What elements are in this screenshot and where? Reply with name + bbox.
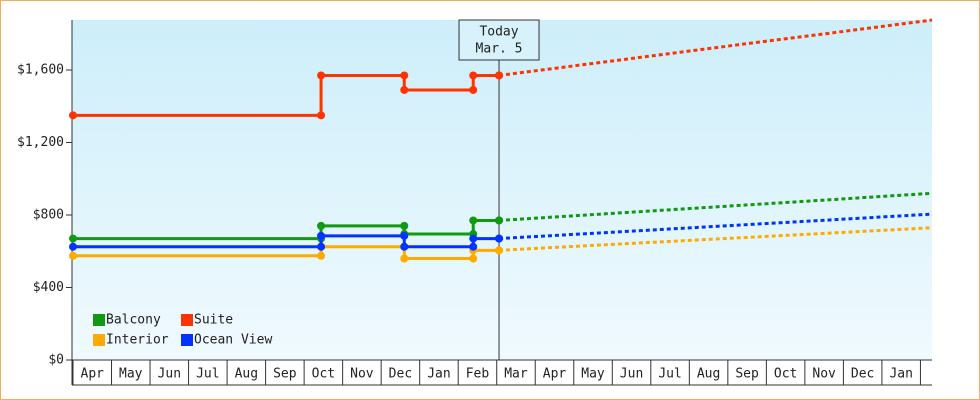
legend-label: Balcony — [106, 313, 161, 328]
price-point — [469, 216, 478, 225]
x-tick-label: Nov — [350, 367, 374, 382]
x-tick-label: Mar — [504, 367, 528, 382]
price-point — [317, 111, 326, 120]
forecast-line — [498, 226, 933, 252]
legend-swatch — [93, 334, 105, 346]
price-point — [400, 254, 409, 263]
price-point — [469, 234, 478, 243]
x-tick-label: May — [581, 367, 605, 382]
legend-swatch — [181, 334, 193, 346]
legend-label: Interior — [106, 333, 169, 348]
x-tick-label: Jul — [196, 367, 219, 382]
x-tick-label: Apr — [543, 367, 567, 382]
price-point — [317, 242, 326, 251]
y-tick-label: $400 — [33, 280, 64, 295]
today-date: Mar. 5 — [476, 42, 523, 57]
legend-label: Ocean View — [194, 333, 272, 348]
forecast-line — [498, 191, 933, 222]
x-tick-label: Oct — [774, 367, 797, 382]
price-point — [317, 251, 326, 260]
price-point — [69, 251, 77, 260]
price-point — [469, 85, 478, 94]
x-tick-label: Sep — [273, 367, 297, 382]
plot-area — [72, 20, 932, 360]
price-point — [469, 71, 478, 80]
forecast-line — [498, 212, 933, 241]
x-tick-label: May — [119, 367, 143, 382]
legend-label: Suite — [194, 313, 233, 328]
x-tick-label: Feb — [466, 367, 490, 382]
price-point — [469, 254, 478, 263]
price-point — [69, 111, 77, 120]
price-point — [400, 231, 409, 240]
x-tick-label: Dec — [851, 367, 874, 382]
price-point — [317, 231, 326, 240]
today-label: Today — [479, 25, 518, 40]
y-tick-label: $800 — [33, 208, 64, 223]
price-point — [400, 71, 409, 80]
price-point — [317, 221, 326, 230]
x-tick-label: Jan — [427, 367, 450, 382]
legend-swatch — [181, 314, 193, 326]
x-tick-label: Aug — [697, 367, 720, 382]
x-tick-label: Jul — [658, 367, 681, 382]
x-tick-label: Sep — [735, 367, 759, 382]
legend-swatch — [93, 314, 105, 326]
price-point — [69, 242, 77, 251]
price-point — [69, 234, 77, 243]
price-point — [400, 221, 409, 230]
y-tick-label: $1,600 — [17, 63, 64, 78]
y-tick-label: $1,200 — [17, 135, 64, 150]
x-tick-label: Oct — [312, 367, 335, 382]
x-tick-label: Nov — [812, 367, 836, 382]
x-tick-label: Dec — [389, 367, 412, 382]
price-point — [317, 71, 326, 80]
x-tick-label: Jan — [889, 367, 912, 382]
y-tick-label: $0 — [48, 353, 64, 368]
price-point — [469, 242, 478, 251]
x-tick-label: Jun — [620, 367, 643, 382]
x-tick-label: Jun — [158, 367, 181, 382]
price-point — [400, 85, 409, 94]
x-tick-label: Apr — [81, 367, 105, 382]
price-point — [400, 242, 409, 251]
today-box — [458, 19, 540, 61]
x-tick-label: Aug — [235, 367, 258, 382]
